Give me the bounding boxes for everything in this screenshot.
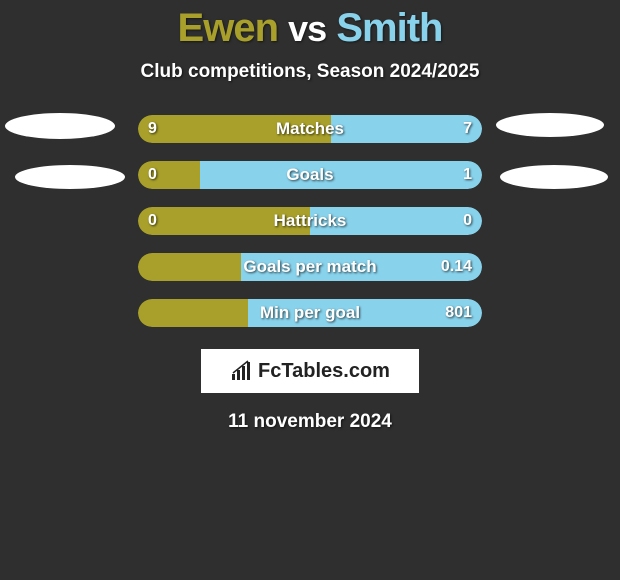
- stat-value-right: 801: [445, 299, 472, 327]
- stat-row: Min per goal801: [0, 297, 620, 331]
- stat-bar: Hattricks0 0: [138, 207, 482, 235]
- title: Ewen vs Smith: [0, 6, 620, 51]
- stat-label: Min per goal: [138, 299, 482, 327]
- stat-value-left: 0: [148, 161, 157, 189]
- stat-bar: Min per goal801: [138, 299, 482, 327]
- player2-name: Smith: [336, 6, 442, 50]
- stat-bar: Goals per match0.14: [138, 253, 482, 281]
- date-text: 11 november 2024: [0, 411, 620, 433]
- team-marker: [5, 113, 115, 139]
- player1-name: Ewen: [178, 6, 278, 50]
- stat-value-right: 7: [463, 115, 472, 143]
- team-marker: [15, 165, 125, 189]
- stat-value-right: 1: [463, 161, 472, 189]
- comparison-card: Ewen vs Smith Club competitions, Season …: [0, 0, 620, 433]
- stat-bar: Matches9 7: [138, 115, 482, 143]
- stat-row: Hattricks0 0: [0, 205, 620, 239]
- stat-value-left: 0: [148, 207, 157, 235]
- team-marker: [500, 165, 608, 189]
- chart-icon: [230, 360, 254, 382]
- subtitle: Club competitions, Season 2024/2025: [0, 61, 620, 83]
- stat-bar: Goals0 1: [138, 161, 482, 189]
- team-marker: [496, 113, 604, 137]
- stat-label: Goals per match: [138, 253, 482, 281]
- stat-label: Matches: [138, 115, 482, 143]
- stat-value-right: 0: [463, 207, 472, 235]
- stat-value-right: 0.14: [441, 253, 472, 281]
- vs-text: vs: [288, 8, 326, 49]
- stat-label: Hattricks: [138, 207, 482, 235]
- stat-value-left: 9: [148, 115, 157, 143]
- brand-badge: FcTables.com: [201, 349, 419, 393]
- stat-row: Goals per match0.14: [0, 251, 620, 285]
- stat-label: Goals: [138, 161, 482, 189]
- stats-area: Matches97Goals01Hattricks00Goals per mat…: [0, 113, 620, 331]
- brand-text: FcTables.com: [258, 360, 390, 383]
